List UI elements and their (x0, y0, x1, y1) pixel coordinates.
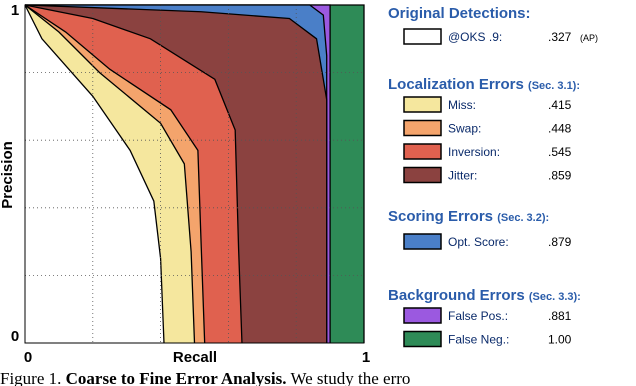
curve (24, 4, 196, 344)
legend-heading: Scoring Errors (Sec. 3.2): (388, 208, 549, 225)
legend-label: Miss: (448, 98, 476, 112)
legend-heading: Original Detections: (388, 5, 531, 22)
x-axis-label: Recall (173, 349, 217, 366)
legend-score: .545 (548, 145, 572, 159)
y-tick-label: 1 (11, 2, 19, 19)
legend-score: .415 (548, 98, 572, 112)
curve (24, 4, 243, 344)
legend-score: 1.00 (548, 333, 572, 347)
y-axis-label: Precision (0, 141, 16, 209)
legend-swatch (403, 307, 442, 324)
legend-label: False Pos.: (448, 309, 508, 323)
area (25, 5, 164, 343)
legend-label: Jitter: (448, 169, 477, 183)
plot: 0 1 0 1 (11, 2, 370, 366)
legend-score: .448 (548, 122, 572, 136)
heading-note: (Sec. 3.3): (529, 291, 581, 303)
legend: Original Detections: @OKS .9: .327 (AP) Loca… (388, 5, 598, 348)
y-tick-label: 0 (11, 328, 19, 345)
legend-label: Swap: (448, 122, 481, 136)
legend-swatch (403, 119, 442, 137)
legend-swatch (403, 28, 442, 45)
legend-label: @OKS .9: (448, 30, 502, 44)
legend-score: .859 (548, 169, 572, 183)
legend-label: False Neg.: (448, 333, 509, 347)
legend-score: .881 (548, 309, 572, 323)
legend-label: Inversion: (448, 145, 500, 159)
legend-score: .327 (548, 30, 572, 44)
legend-label: Opt. Score: (448, 235, 509, 249)
legend-score: .879 (548, 235, 572, 249)
legend-heading: Localization Errors (Sec. 3.1): (388, 76, 580, 93)
heading-note: (Sec. 3.2): (497, 212, 549, 224)
curve (24, 4, 328, 343)
legend-score-note: (AP) (580, 33, 598, 43)
curve (24, 4, 206, 344)
heading-title: Localization Errors (388, 76, 524, 93)
legend-swatch (403, 330, 442, 348)
x-tick-label: 1 (362, 349, 370, 366)
caption-bold: Coarse to Fine Error Analysis. (66, 369, 287, 386)
caption: Figure 1. Coarse to Fine Error Analysis.… (0, 369, 410, 386)
legend-swatch (403, 166, 442, 184)
legend-swatch (403, 143, 442, 160)
legend-swatch (403, 233, 442, 250)
plot-frame (24, 4, 365, 344)
heading-note: (Sec. 3.1): (528, 80, 580, 92)
legend-swatch (403, 96, 442, 113)
caption-label: Figure 1. (0, 369, 61, 386)
heading-title: Original Detections: (388, 5, 531, 22)
caption-text: We study the erro (290, 369, 410, 386)
curve (24, 4, 165, 344)
x-tick-label: 0 (24, 349, 32, 366)
heading-title: Background Errors (388, 287, 525, 304)
heading-title: Scoring Errors (388, 208, 493, 225)
legend-heading: Background Errors (Sec. 3.3): (388, 287, 581, 304)
